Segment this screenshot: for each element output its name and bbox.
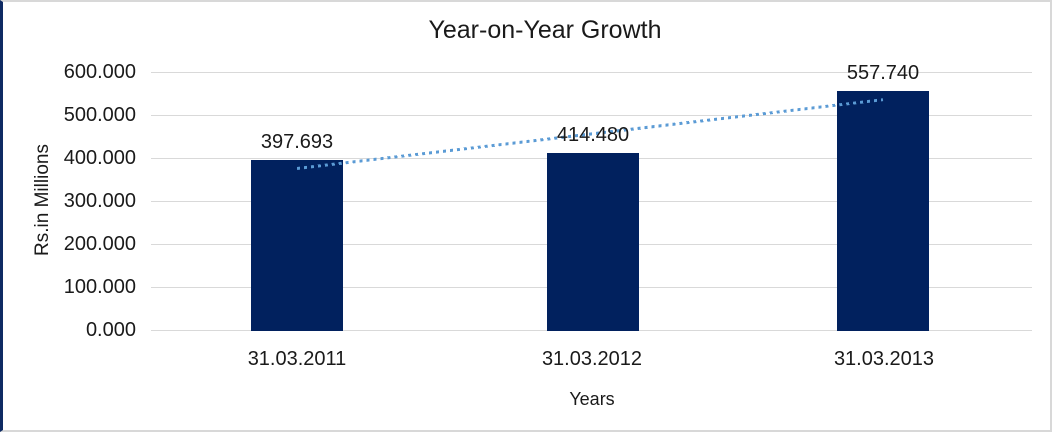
- chart-title: Year-on-Year Growth: [428, 16, 662, 44]
- y-tick-label: 0.000: [85, 319, 136, 341]
- y-tick-label: 100.000: [63, 276, 136, 298]
- y-tick-label: 300.000: [63, 190, 136, 212]
- bar-value-label: 397.693: [260, 131, 334, 153]
- gridline: [151, 115, 1032, 116]
- bar-value-label: 557.740: [846, 62, 920, 84]
- plot-area: 397.693 414.480 557.740: [151, 62, 1032, 331]
- x-tick-label: 31.03.2013: [833, 348, 935, 370]
- x-tick-label: 31.03.2011: [247, 348, 347, 370]
- y-tick-label: 500.000: [63, 104, 136, 126]
- bar-2012: [547, 153, 639, 331]
- y-tick-label: 400.000: [63, 147, 136, 169]
- gridline: [151, 72, 1032, 73]
- x-tick-label: 31.03.2012: [541, 348, 643, 370]
- y-tick-label: 200.000: [63, 233, 136, 255]
- bar-2013: [837, 91, 929, 331]
- bar-2011: [251, 160, 343, 331]
- y-tick-label: 600.000: [63, 61, 136, 83]
- x-axis-title: Years: [569, 389, 615, 409]
- bar-value-label: 414.480: [556, 124, 630, 146]
